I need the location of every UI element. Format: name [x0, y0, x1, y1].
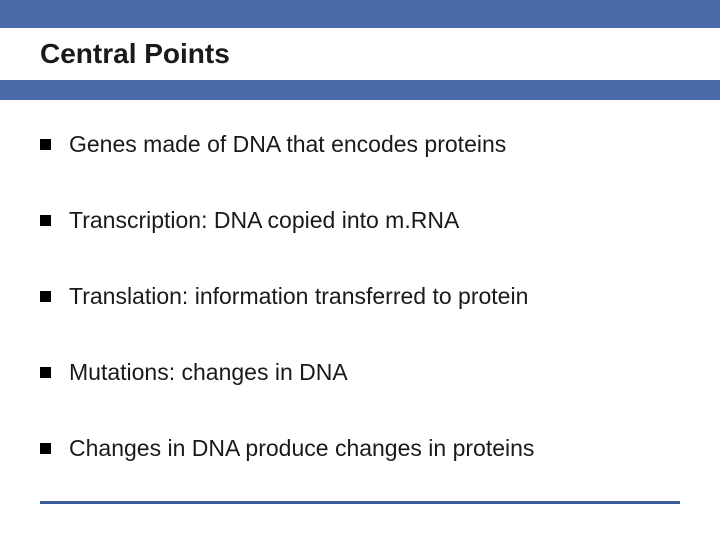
slide-title: Central Points: [40, 38, 230, 70]
bullet-item: Genes made of DNA that encodes proteins: [40, 130, 680, 160]
square-bullet-icon: [40, 215, 51, 226]
square-bullet-icon: [40, 139, 51, 150]
header-title-bar: Central Points: [0, 28, 720, 80]
bullet-text: Genes made of DNA that encodes proteins: [69, 130, 506, 160]
bullet-text: Translation: information transferred to …: [69, 282, 528, 312]
bullet-list: Genes made of DNA that encodes proteins …: [40, 130, 680, 463]
square-bullet-icon: [40, 291, 51, 302]
bullet-item: Transcription: DNA copied into m.RNA: [40, 206, 680, 236]
content-area: Genes made of DNA that encodes proteins …: [40, 130, 680, 509]
footer-divider: [40, 501, 680, 504]
square-bullet-icon: [40, 443, 51, 454]
slide: Central Points Genes made of DNA that en…: [0, 0, 720, 540]
bullet-item: Changes in DNA produce changes in protei…: [40, 434, 680, 464]
bullet-text: Transcription: DNA copied into m.RNA: [69, 206, 459, 236]
bullet-text: Mutations: changes in DNA: [69, 358, 348, 388]
bullet-text: Changes in DNA produce changes in protei…: [69, 434, 534, 464]
bullet-item: Mutations: changes in DNA: [40, 358, 680, 388]
square-bullet-icon: [40, 367, 51, 378]
bullet-item: Translation: information transferred to …: [40, 282, 680, 312]
